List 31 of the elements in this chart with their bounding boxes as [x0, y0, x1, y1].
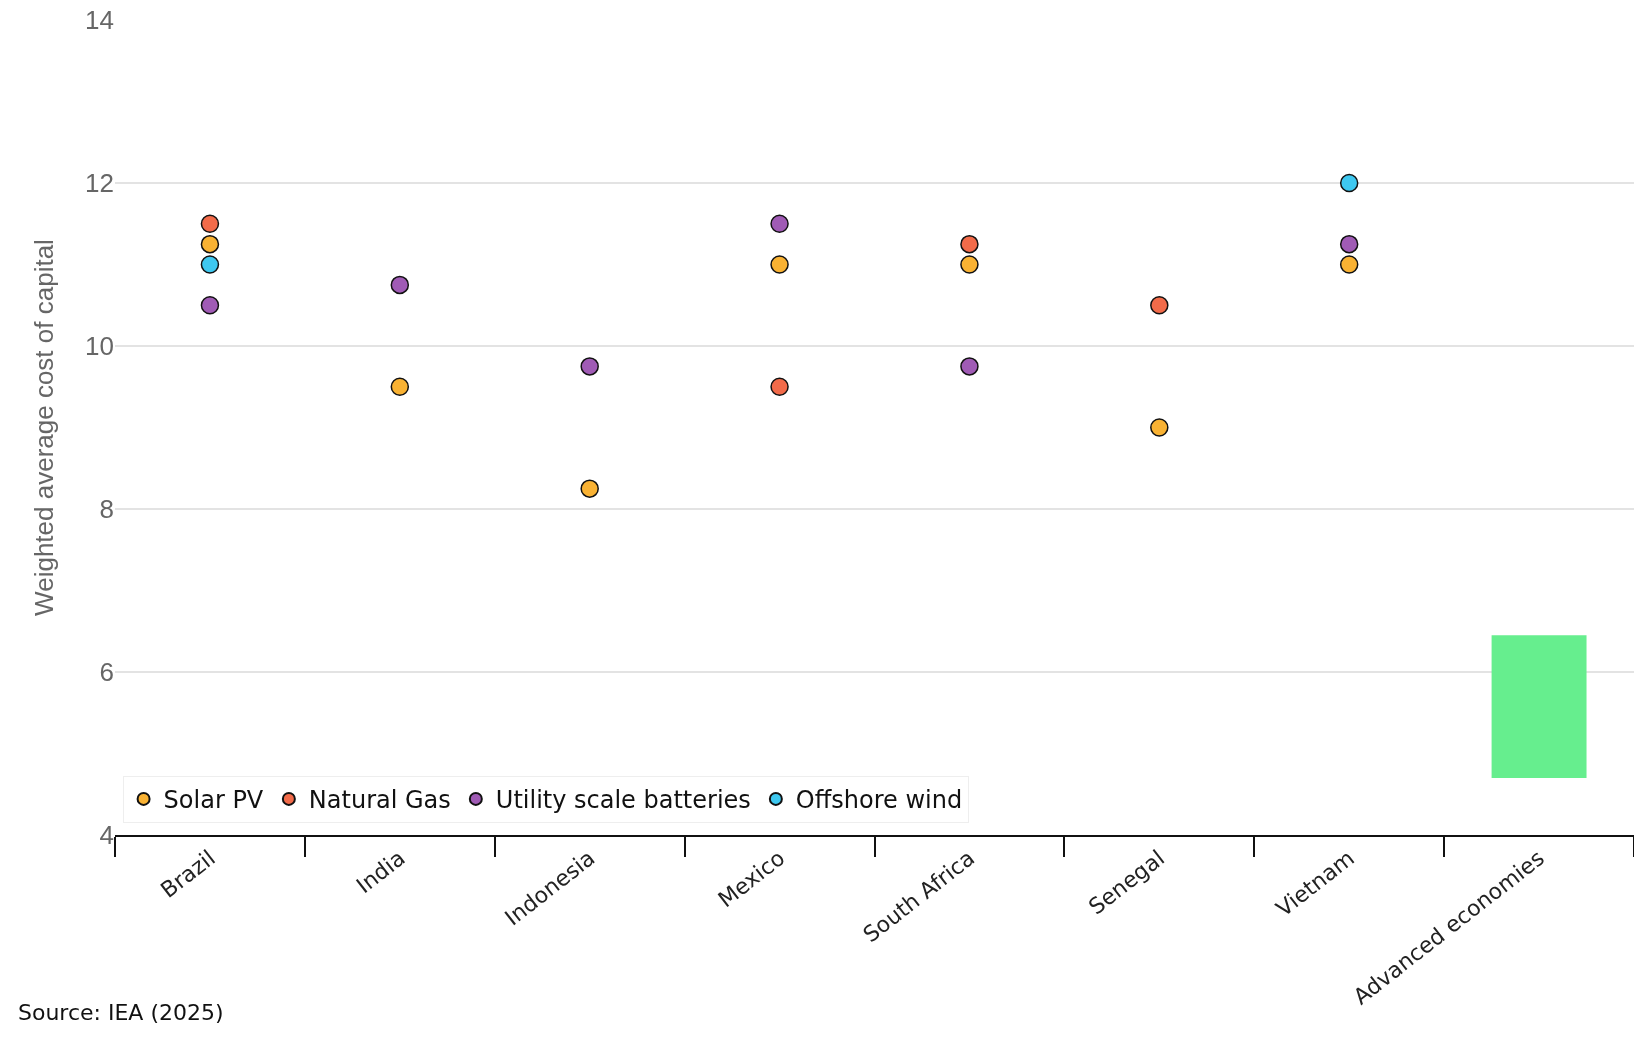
y-tick-label: 12: [85, 168, 114, 199]
point: [960, 357, 979, 376]
point: [580, 479, 599, 498]
point: [770, 255, 789, 274]
y-tick-label: 6: [99, 657, 114, 688]
y-tick-label: 10: [85, 331, 114, 362]
point: [200, 296, 220, 315]
source-note: Source: IEA (2025): [18, 1000, 224, 1025]
y-tick-label: 8: [99, 494, 114, 525]
y-tick-label: 14: [85, 5, 114, 36]
point: [770, 214, 789, 233]
point: [960, 255, 979, 274]
legend-label: Natural Gas: [308, 786, 451, 815]
legend-label: Utility scale batteries: [495, 786, 751, 815]
point: [200, 234, 220, 254]
point: [390, 275, 410, 295]
point: [770, 377, 789, 396]
point: [200, 255, 220, 274]
point: [390, 377, 410, 396]
point: [1339, 173, 1359, 193]
y-tick-label: 4: [99, 820, 114, 851]
point: [1339, 234, 1359, 254]
point: [1150, 418, 1169, 437]
point: [1339, 255, 1359, 274]
point: [200, 214, 220, 233]
point: [960, 234, 979, 254]
point: [1150, 296, 1169, 315]
legend-label: Solar PV: [163, 786, 264, 815]
legend-label: Offshore wind: [795, 786, 963, 815]
y-axis-title: Weighted average cost of capital: [29, 239, 59, 616]
point: [580, 357, 599, 376]
